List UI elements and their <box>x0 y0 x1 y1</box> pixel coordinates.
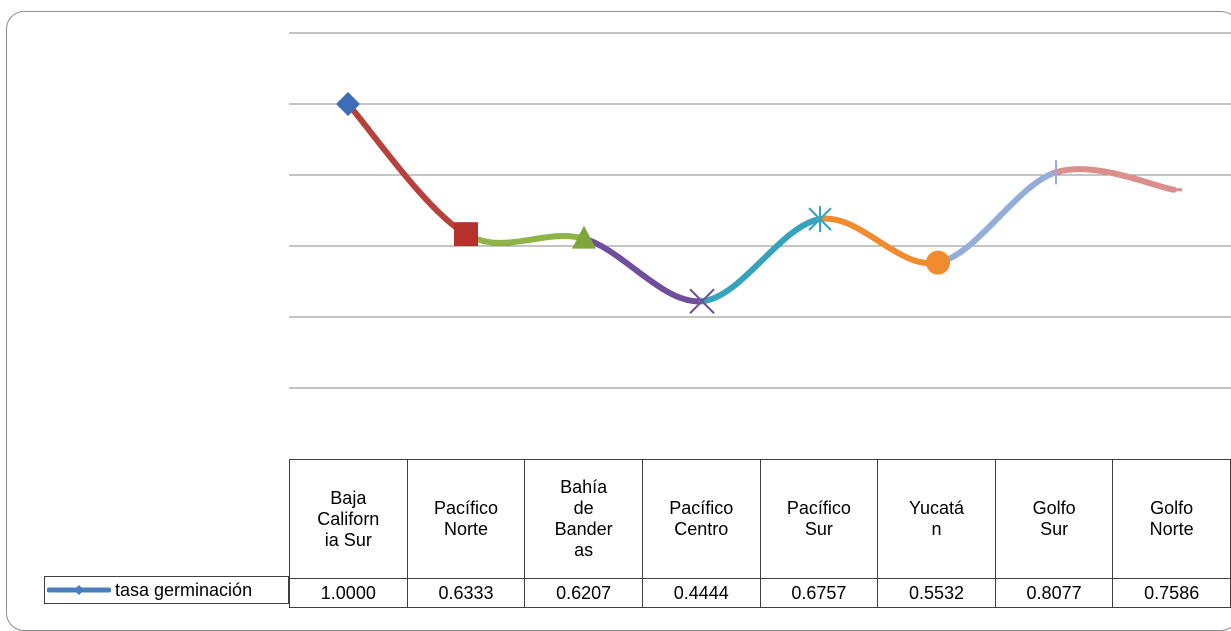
series-segment <box>935 169 1059 266</box>
value-label: 0.4444 <box>641 578 761 608</box>
category-label-line: Sur <box>1040 519 1069 539</box>
series-segment <box>463 231 587 246</box>
value-label: 0.8077 <box>994 578 1114 608</box>
category-label-line: Norte <box>1149 519 1194 539</box>
category-label-line: Pacífico <box>669 498 734 518</box>
value-label: 1.0000 <box>289 578 408 608</box>
category-label: Yucatá n <box>877 459 996 579</box>
category-label-line: Centro <box>674 519 729 539</box>
legend-key-icon <box>47 585 111 595</box>
value-row: 1.0000 0.6333 0.6207 0.4444 0.6757 0.5532 0.80… <box>289 578 1231 608</box>
category-label-line: Yucatá <box>908 498 965 518</box>
value-label: 0.5532 <box>877 578 996 608</box>
series-segment <box>581 235 705 305</box>
value-label: 0.6757 <box>759 578 879 608</box>
category-label-line: Pacífico <box>786 498 851 518</box>
category-label-line: de <box>573 498 594 518</box>
category-label-line: ia Sur <box>324 529 372 550</box>
category-label-line: n <box>931 519 942 539</box>
category-label-line: Golfo <box>1150 498 1194 518</box>
series-segment <box>699 216 823 305</box>
data-point-circle <box>926 250 950 275</box>
category-label-line: Baja <box>330 487 367 508</box>
legend-label: tasa germinación <box>115 579 253 600</box>
category-label: Golfo Sur <box>994 459 1114 579</box>
category-label-line: Golfo <box>1032 498 1076 518</box>
data-point-x <box>689 288 715 314</box>
data-point-triangle <box>572 225 596 249</box>
series-segment <box>345 101 469 238</box>
series-segments <box>345 101 1177 305</box>
category-label-line: Bander <box>554 519 613 539</box>
series-markers <box>336 92 1182 314</box>
category-label: Baja Californ ia Sur <box>289 459 408 579</box>
category-label-line: as <box>574 540 594 560</box>
data-point-diamond <box>336 92 360 116</box>
category-label-line: Californ <box>317 508 380 529</box>
data-point-star <box>808 206 832 233</box>
category-label: Bahía de Bander as <box>524 459 643 579</box>
series-segment <box>817 215 941 267</box>
category-label: Pacífico Centro <box>641 459 761 579</box>
category-label: Pacífico Sur <box>759 459 879 579</box>
data-point-square <box>454 222 478 247</box>
gridlines <box>289 32 1231 389</box>
legend-entry: tasa germinación <box>44 576 289 604</box>
data-table: Baja Californ ia Sur Pacífico Norte Bahía de Ba… <box>289 459 1231 608</box>
value-label: 0.6207 <box>524 578 643 608</box>
category-label-line: Bahía <box>560 477 608 497</box>
category-label: Golfo Norte <box>1112 459 1231 579</box>
series-segment <box>1053 166 1177 193</box>
value-label: 0.6333 <box>406 578 526 608</box>
category-label-line: Sur <box>804 519 833 539</box>
category-row: Baja Californ ia Sur Pacífico Norte Bahía de Ba… <box>289 459 1231 579</box>
category-label-line: Pacífico <box>433 498 498 518</box>
category-label-line: Norte <box>443 519 488 539</box>
value-label: 0.7586 <box>1112 578 1231 608</box>
category-label: Pacífico Norte <box>406 459 526 579</box>
